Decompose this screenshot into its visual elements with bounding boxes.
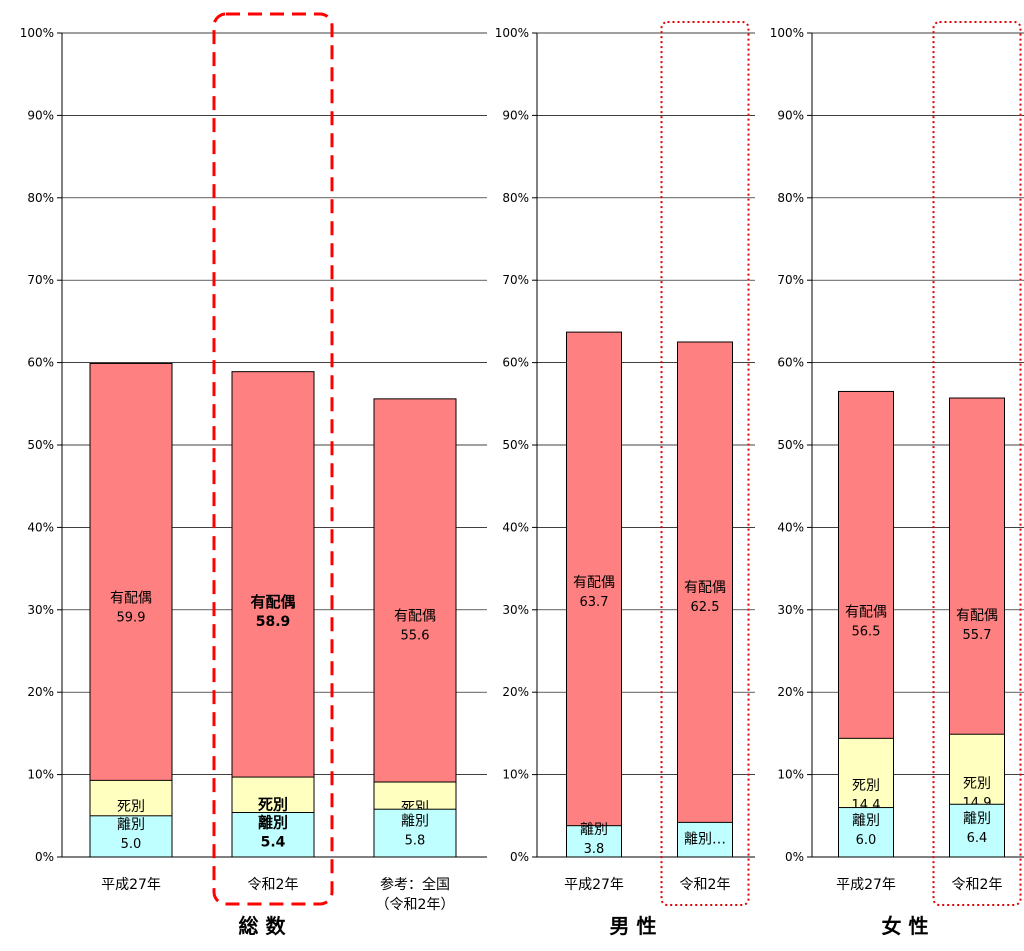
bar-segment-離別 — [838, 807, 894, 858]
x-category-label: 令和2年 — [248, 877, 299, 893]
bar-segment-離別 — [231, 812, 315, 858]
y-tick-label: 60% — [502, 356, 529, 370]
segment-label: 有配偶 — [956, 608, 998, 624]
highlight-box — [932, 21, 1022, 906]
segment-label: 死別 — [117, 799, 145, 815]
segment-value-label: 62.5 — [691, 600, 720, 615]
segment-label: 有配偶 — [845, 605, 887, 621]
bar-segment-有配偶 — [677, 341, 733, 858]
y-tick-label: 40% — [502, 520, 529, 534]
y-tick-label: 30% — [27, 603, 54, 617]
x-category-label: 平成27年 — [564, 877, 624, 893]
chart-panel-3: 0%10%20%30%40%50%60%70%80%90%100%未婚23.1有… — [770, 21, 1024, 938]
segment-value-label: 55.6 — [401, 628, 430, 643]
bar-segment-有配偶 — [89, 362, 173, 858]
segment-label: 有配偶 — [110, 591, 152, 607]
y-tick-label: 80% — [777, 191, 804, 205]
x-category-label: 令和2年 — [952, 877, 1003, 893]
y-tick-label: 70% — [27, 273, 54, 287]
y-tick-label: 20% — [777, 685, 804, 699]
y-tick-label: 0% — [785, 850, 804, 864]
y-tick-label: 90% — [502, 108, 529, 122]
segment-value-label: 63.7 — [580, 595, 609, 610]
segment-label: 有配偶 — [684, 580, 726, 596]
x-category-label: 令和2年 — [680, 877, 731, 893]
segment-value-label: 6.0 — [856, 833, 877, 848]
bar-segment-離別 — [566, 825, 622, 858]
y-tick-label: 10% — [27, 768, 54, 782]
y-tick-label: 80% — [27, 191, 54, 205]
y-tick-label: 40% — [27, 520, 54, 534]
y-tick-label: 90% — [777, 108, 804, 122]
y-tick-label: 10% — [777, 768, 804, 782]
y-tick-label: 50% — [502, 438, 529, 452]
bar-segment-離別 — [373, 808, 457, 858]
y-tick-label: 70% — [502, 273, 529, 287]
segment-label: 離別 — [117, 816, 145, 833]
segment-label: 離別… — [684, 831, 726, 848]
y-tick-label: 90% — [27, 108, 54, 122]
y-tick-label: 10% — [502, 768, 529, 782]
y-tick-label: 30% — [777, 603, 804, 617]
segment-value-label: 5.0 — [121, 837, 142, 852]
segment-label: 死別 — [963, 776, 991, 792]
segment-value-label: 6.4 — [967, 831, 988, 846]
y-tick-label: 100% — [20, 26, 54, 40]
segment-label: 離別 — [401, 813, 429, 830]
y-tick-label: 80% — [502, 191, 529, 205]
y-tick-label: 100% — [495, 26, 529, 40]
x-category-label: 平成27年 — [836, 877, 896, 893]
y-tick-label: 0% — [510, 850, 529, 864]
x-category-label: （令和2年） — [376, 897, 455, 913]
bar-segment-離別 — [949, 803, 1005, 858]
y-tick-label: 60% — [777, 356, 804, 370]
panel-title: 総 数 — [239, 914, 287, 938]
x-category-label: 参考：全国 — [380, 876, 450, 893]
x-category-label: 平成27年 — [101, 877, 161, 893]
y-tick-label: 50% — [27, 438, 54, 452]
y-tick-label: 30% — [502, 603, 529, 617]
y-tick-label: 20% — [502, 685, 529, 699]
y-tick-label: 40% — [777, 520, 804, 534]
segment-label: 死別 — [258, 796, 288, 814]
segment-value-label: 56.5 — [852, 625, 881, 640]
segment-label: 有配偶 — [573, 575, 615, 591]
y-tick-label: 100% — [770, 26, 804, 40]
bar-segment-有配偶 — [231, 371, 315, 858]
segment-value-label: 55.7 — [963, 628, 992, 643]
bar-segment-有配偶 — [566, 331, 622, 858]
segment-label: 有配偶 — [250, 593, 295, 611]
highlight-box — [212, 12, 334, 906]
segment-label: 離別 — [852, 812, 880, 829]
y-tick-label: 0% — [35, 850, 54, 864]
bar-segment-有配偶 — [373, 398, 457, 858]
highlight-box — [660, 21, 750, 906]
segment-label: 有配偶 — [394, 608, 436, 624]
segment-value-label: 58.9 — [256, 614, 291, 630]
segment-value-label: 5.4 — [261, 834, 286, 850]
segment-value-label: 59.9 — [117, 611, 146, 626]
panel-title: 女 性 — [882, 914, 929, 938]
segment-label: 離別 — [580, 821, 608, 838]
y-tick-label: 70% — [777, 273, 804, 287]
y-tick-label: 20% — [27, 685, 54, 699]
segment-value-label: 3.8 — [584, 842, 605, 857]
panel-title: 男 性 — [610, 914, 657, 938]
bar-segment-離別 — [89, 815, 173, 858]
chart-panel-1: 0%10%20%30%40%50%60%70%80%90%100%未婚25.8有… — [20, 12, 487, 938]
y-tick-label: 60% — [27, 356, 54, 370]
y-tick-label: 50% — [777, 438, 804, 452]
segment-value-label: 5.8 — [405, 834, 426, 849]
segment-label: 死別 — [852, 778, 880, 794]
chart-panel-2: 0%10%20%30%40%50%60%70%80%90%100%未婚29.0有… — [495, 21, 755, 938]
segment-label: 離別 — [963, 810, 991, 827]
segment-label: 離別 — [258, 813, 288, 831]
bar-segment-離別 — [677, 821, 733, 858]
